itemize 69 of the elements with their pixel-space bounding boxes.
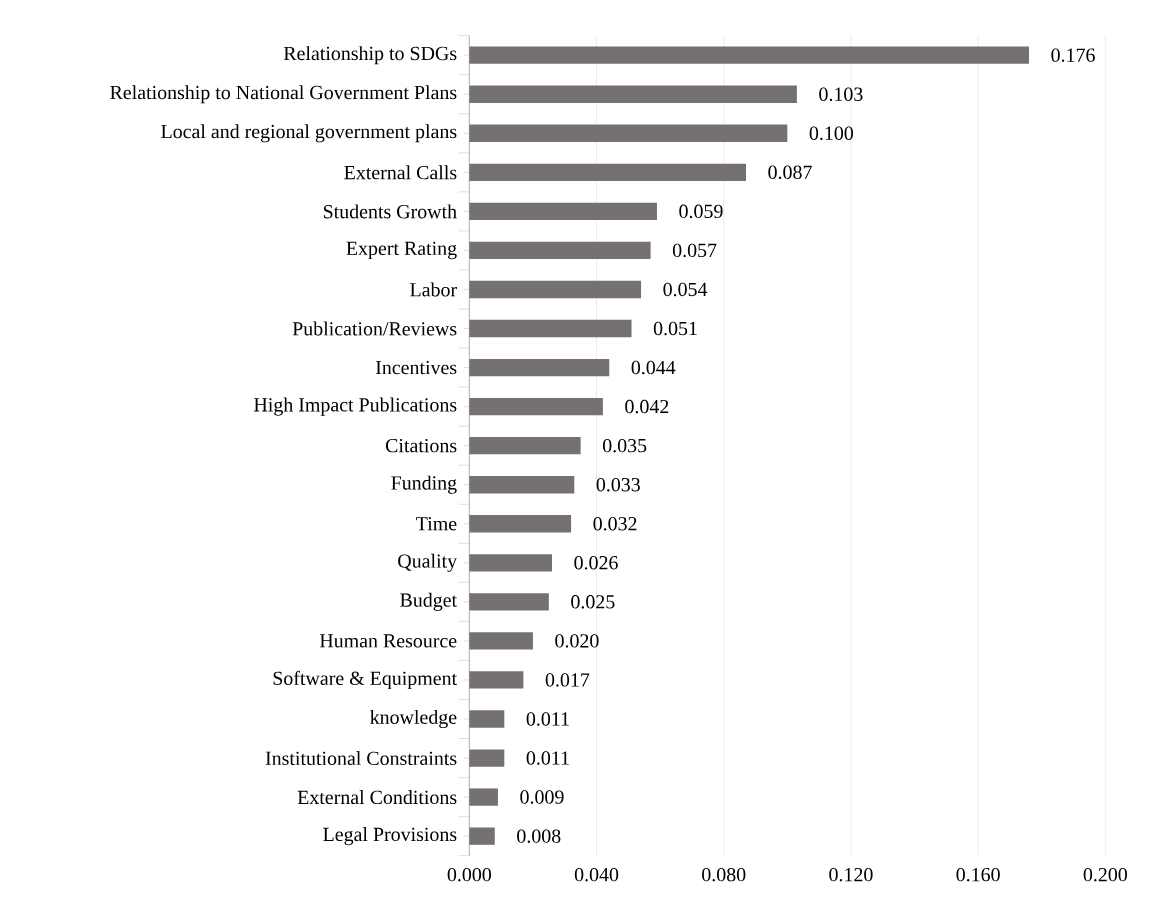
y-tick-label: External Calls bbox=[344, 165, 457, 180]
bar bbox=[469, 280, 642, 299]
bar bbox=[469, 202, 657, 221]
data-label: 0.100 bbox=[809, 126, 854, 141]
data-label: 0.087 bbox=[768, 165, 812, 180]
y-tick-label: Institutional Constraints bbox=[265, 751, 457, 766]
data-label: 0.026 bbox=[574, 556, 618, 570]
bar bbox=[469, 827, 495, 845]
y-tick-label: Software & Equipment bbox=[273, 670, 457, 690]
data-label: 0.035 bbox=[602, 438, 647, 453]
y-tick-label: Relationship to National Government Plans bbox=[110, 85, 457, 104]
data-label: 0.042 bbox=[625, 399, 669, 414]
bar bbox=[469, 632, 533, 650]
data-label: 0.033 bbox=[596, 477, 640, 492]
y-tick-label: Incentives bbox=[375, 360, 457, 375]
y-tick-label: Students Growth bbox=[323, 204, 457, 219]
y-tick-label: Citations bbox=[385, 438, 457, 453]
bar bbox=[469, 788, 498, 806]
y-tick-label: Budget bbox=[400, 592, 457, 611]
data-label: 0.051 bbox=[653, 321, 697, 336]
data-label: 0.176 bbox=[1051, 48, 1095, 62]
bar bbox=[469, 710, 505, 728]
bar bbox=[469, 319, 632, 338]
data-label: 0.054 bbox=[663, 282, 708, 297]
y-tick-label: Time bbox=[416, 517, 457, 531]
bar bbox=[469, 358, 610, 377]
data-label: 0.103 bbox=[819, 87, 863, 102]
data-label: 0.009 bbox=[520, 790, 564, 804]
x-tick-label: 0.040 bbox=[574, 867, 619, 882]
data-label: 0.032 bbox=[593, 516, 637, 531]
y-tick-label: Human Resource bbox=[319, 634, 457, 648]
data-label: 0.017 bbox=[545, 673, 590, 687]
x-tick-label: 0.120 bbox=[829, 867, 873, 882]
x-tick-label: 0.080 bbox=[702, 867, 746, 882]
data-label: 0.011 bbox=[526, 751, 569, 765]
y-tick-label: Labor bbox=[410, 282, 457, 297]
bar bbox=[469, 46, 1030, 64]
y-tick-label: Local and regional government plans bbox=[161, 124, 457, 143]
bar bbox=[469, 671, 524, 689]
y-tick-label: Quality bbox=[398, 553, 458, 572]
y-tick-label: Funding bbox=[391, 475, 457, 494]
data-label: 0.025 bbox=[571, 595, 615, 609]
x-tick-label: 0.160 bbox=[956, 867, 1000, 882]
y-tick-label: Legal Provisions bbox=[323, 827, 457, 846]
bar bbox=[469, 515, 572, 533]
bar bbox=[469, 241, 651, 260]
data-label: 0.011 bbox=[526, 712, 569, 726]
x-tick-label: 0.000 bbox=[447, 867, 491, 882]
x-tick-label: 0.200 bbox=[1083, 867, 1127, 882]
y-tick-label: Publication/Reviews bbox=[292, 321, 457, 336]
bar bbox=[469, 749, 505, 767]
bar bbox=[469, 124, 788, 142]
y-tick-label: Relationship to SDGs bbox=[283, 46, 457, 65]
bar bbox=[469, 476, 575, 494]
bar bbox=[469, 554, 553, 572]
bar bbox=[469, 436, 581, 455]
data-label: 0.059 bbox=[679, 204, 723, 219]
y-tick-label: Expert Rating bbox=[346, 241, 457, 260]
y-tick-label: High Impact Publications bbox=[254, 397, 457, 416]
data-label: 0.057 bbox=[672, 243, 717, 258]
y-tick-label: knowledge bbox=[370, 709, 457, 729]
bar bbox=[469, 593, 549, 611]
bar bbox=[469, 397, 603, 416]
bar bbox=[469, 85, 797, 103]
bar bbox=[469, 163, 746, 181]
data-label: 0.008 bbox=[517, 829, 561, 843]
data-label: 0.020 bbox=[555, 634, 599, 648]
y-tick-label: External Conditions bbox=[297, 790, 457, 805]
data-label: 0.044 bbox=[631, 360, 676, 375]
